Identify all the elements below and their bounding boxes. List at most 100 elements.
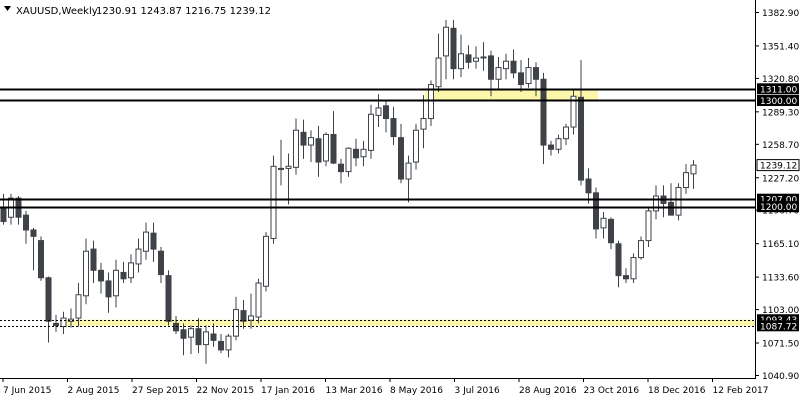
price-label-box [757,94,799,106]
time-tick-label: 13 Mar 2016 [326,386,383,396]
candle-body-down [353,148,359,159]
price-tick-label: 1382.90 [762,9,799,19]
symbol-arrow-icon [4,6,11,11]
candle-body-down [518,72,524,86]
candle-body-up [368,113,374,151]
candle-body-up [428,84,434,120]
candle-body-up [263,235,269,287]
candle [593,187,599,239]
price-label-text: 1300.00 [760,97,797,107]
candle [105,272,112,313]
candle [510,49,517,79]
candle-body-down [180,329,187,339]
price-label: 1207.00 [757,193,799,206]
candle-body-down [165,275,172,322]
candle-body-up [293,129,299,168]
candle [518,60,524,92]
candle [330,111,337,165]
candle-body-down [38,240,44,279]
candle [443,19,449,80]
candle-body-down [593,192,599,230]
candle-body-down [150,232,157,250]
price-label-text: 1239.12 [760,162,797,172]
candle [683,164,689,194]
candle [345,147,352,177]
price-axis: 1382.90 1351.40 1320.80 1289.30 1258.70 1227.… [755,9,799,382]
candle [248,293,254,329]
price-label-text: 1207.00 [760,196,797,206]
candle [218,333,224,354]
price-label-box [757,201,799,213]
candle [315,125,322,177]
candle-body-down [218,340,224,351]
time-tick-label: 7 Jun 2015 [3,386,51,396]
candle-body-up [458,53,464,70]
candle-body-down [510,60,517,74]
highlight-zones [60,88,755,326]
candle-body-up [570,95,577,128]
candle [465,45,472,69]
candle-body-down [120,271,127,280]
candle-body-down [90,248,97,271]
candle-body-up [255,282,262,318]
candle [285,153,292,205]
candle-body-down [30,229,37,237]
candle [450,19,457,80]
candle-body-up [83,250,89,297]
time-tick-label: 18 Dec 2016 [648,386,706,396]
candle [675,183,682,221]
candle-body-down [173,322,179,332]
candle-body-up [128,262,134,279]
price-tick-label: 1133.60 [762,274,799,284]
candle [353,138,359,167]
price-label-text: 1087.72 [760,322,797,332]
candle [540,72,547,165]
price-label-text: 1311.00 [760,85,797,95]
candle [435,33,442,92]
candle [293,118,299,175]
candle [413,123,419,170]
candle [525,58,532,88]
candle [308,130,314,163]
candle-body-up [225,335,232,351]
candle [585,168,592,204]
candle-body-down [300,131,307,146]
candle-body-up [683,172,689,189]
support-resistance-zone [60,319,755,326]
candle-body-down [533,67,539,80]
candle-body-up [270,165,277,239]
candle-body-up [690,164,697,175]
candle-body-up [143,231,149,252]
candle-body-up [503,60,509,70]
candle [83,238,89,305]
candle-body-up [113,269,119,297]
candle-body-up [75,294,82,319]
candle [180,323,187,356]
chart-header: XAUUSD,Weekly 1230.91 1243.87 1216.75 12… [4,6,271,17]
candle [128,254,134,284]
candle [233,296,239,341]
candle-body-up [248,315,254,321]
candle-body-down [608,218,614,244]
candle [278,139,284,186]
candle [615,240,622,288]
candle [630,253,637,284]
candle-body-down [0,208,7,222]
support-resistance-zone [425,88,598,101]
candle [398,123,404,184]
candle [360,140,367,167]
candle [30,227,37,271]
time-tick-label: 23 Oct 2016 [584,386,640,396]
candle [383,101,389,133]
candle [578,60,584,186]
candle-body-up [203,331,209,346]
price-label-box [757,83,799,95]
time-tick-label: 28 Aug 2016 [519,386,577,396]
time-axis: 7 Jun 2015 2 Aug 2015 27 Sep 2015 22 Nov 20… [2,378,769,396]
candle-body-up [653,195,659,212]
candle [480,42,487,71]
candle [120,261,127,284]
price-tick-label: 1289.30 [762,108,799,118]
candle-body-down [338,163,344,173]
candle-body-up [480,56,487,59]
